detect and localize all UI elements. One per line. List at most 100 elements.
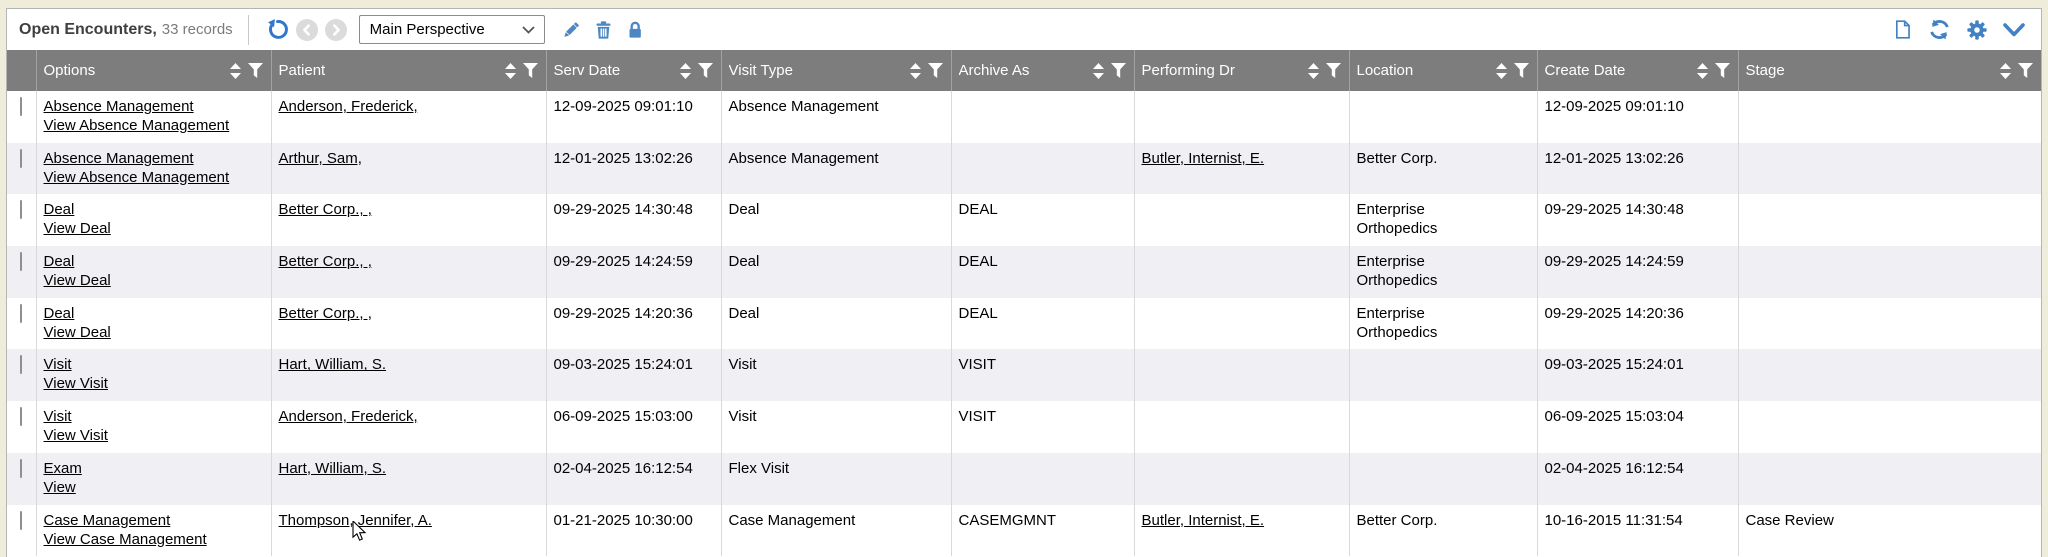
visit-type-value: Deal [728,201,760,219]
cell-options: Deal View Deal [35,246,271,298]
filter-icon[interactable] [247,63,263,78]
refresh-icon[interactable] [1928,18,1951,41]
table-row: Exam View Hart, William, S. 02-04-2025 1… [7,452,2041,505]
encounter-open-link[interactable]: Deal [43,201,75,219]
patient-link[interactable]: Thompson, Jennifer, A. [278,511,432,529]
patient-link[interactable]: Hart, William, S. [278,459,387,477]
row-checkbox[interactable] [20,97,23,116]
visit-type-value: Absence Management [728,98,879,115]
encounter-open-link[interactable]: Visit [43,356,72,374]
column-header-create-date[interactable]: Create Date [1536,50,1738,91]
column-header-visit-type[interactable]: Visit Type [720,50,951,91]
encounter-open-link[interactable]: Deal [43,253,75,271]
row-checkbox[interactable] [20,355,23,375]
cell-serv-date: 06-09-2025 15:03:00 [545,401,721,453]
encounter-view-link[interactable]: View Visit [43,427,108,445]
column-header-patient[interactable]: Patient [270,50,546,91]
column-header-location[interactable]: Location [1348,50,1537,91]
encounter-view-link[interactable]: View Visit [43,375,108,393]
encounter-open-link[interactable]: Absence Management [43,98,194,115]
cell-create-date: 06-09-2025 15:03:04 [1536,401,1738,453]
sort-icon[interactable] [1307,62,1319,79]
cell-select [7,505,36,557]
patient-link[interactable]: Better Corp., , [278,201,372,219]
patient-link[interactable]: Arthur, Sam, [278,149,362,167]
encounter-view-link[interactable]: View Absence Management [43,168,230,186]
row-checkbox[interactable] [20,252,23,272]
sort-icon[interactable] [1092,62,1104,79]
encounter-view-link[interactable]: View [43,478,76,496]
column-header-archive-as[interactable]: Archive As [950,50,1134,91]
patient-link[interactable]: Better Corp., , [278,304,372,322]
cell-archive-as: DEAL [950,297,1134,350]
encounter-view-link[interactable]: View Deal [43,220,111,238]
encounter-view-link[interactable]: View Deal [43,272,111,290]
filter-icon[interactable] [1325,63,1341,78]
encounter-open-link[interactable]: Deal [43,304,75,322]
archive-as-value: DEAL [958,304,998,322]
edit-pencil-icon[interactable] [560,19,582,41]
column-header-options[interactable]: Options [35,50,271,91]
cell-stage [1737,297,2041,350]
encounter-open-link[interactable]: Visit [43,408,72,426]
create-date-value: 12-09-2025 09:01:10 [1544,98,1684,115]
row-checkbox[interactable] [20,458,23,478]
archive-as-value: DEAL [958,253,998,271]
perspective-select[interactable]: Main Perspective [358,15,545,44]
serv-date-value: 06-09-2025 15:03:00 [553,408,693,426]
cell-performing-dr [1133,349,1349,402]
visit-type-value: Deal [728,253,760,271]
row-checkbox[interactable] [20,148,23,168]
performing-dr-link[interactable]: Butler, Internist, E. [1141,511,1265,529]
delete-trash-icon[interactable] [593,19,614,41]
patient-link[interactable]: Hart, William, S. [278,356,387,374]
cell-options: Absence Management View Absence Manageme… [35,142,271,195]
filter-icon[interactable] [697,63,713,78]
encounter-view-link[interactable]: View Case Management [43,530,207,548]
filter-icon[interactable] [927,63,943,78]
filter-icon[interactable] [1714,63,1730,78]
filter-icon[interactable] [2018,63,2033,78]
lock-icon[interactable] [625,19,645,41]
row-checkbox[interactable] [20,510,23,530]
patient-link[interactable]: Better Corp., , [278,253,372,271]
row-checkbox[interactable] [20,407,23,427]
new-document-icon[interactable] [1892,18,1913,41]
archive-as-value: DEAL [958,201,998,219]
filter-icon[interactable] [1513,63,1529,78]
patient-link[interactable]: Anderson, Frederick, [278,408,418,426]
column-header-stage[interactable]: Stage [1737,50,2041,91]
sort-icon[interactable] [909,62,921,79]
settings-gear-icon[interactable] [1966,19,1988,41]
encounter-view-link[interactable]: View Absence Management [43,117,230,134]
sort-icon[interactable] [504,62,516,79]
cell-select [7,298,36,350]
table-row: Visit View Visit Hart, William, S. 09-03… [7,349,2041,402]
performing-dr-link[interactable]: Butler, Internist, E. [1141,149,1265,167]
serv-date-value: 01-21-2025 10:30:00 [553,511,693,529]
encounter-open-link[interactable]: Absence Management [43,149,194,167]
filter-icon[interactable] [522,63,538,78]
row-checkbox[interactable] [20,200,23,220]
cell-visit-type: Deal [720,297,951,350]
next-circle-icon[interactable] [324,18,347,41]
patient-link[interactable]: Anderson, Frederick, [278,98,418,115]
column-header-performing-dr[interactable]: Performing Dr [1133,50,1349,91]
sort-icon[interactable] [2000,62,2011,79]
encounter-open-link[interactable]: Exam [43,459,82,477]
sort-icon[interactable] [229,62,241,79]
sort-icon[interactable] [679,62,691,79]
prev-circle-icon[interactable] [295,18,318,41]
filter-icon[interactable] [1110,63,1126,78]
sort-icon[interactable] [1696,62,1708,79]
chevron-down-icon [522,25,535,34]
encounter-view-link[interactable]: View Deal [43,323,111,341]
collapse-chevron-icon[interactable] [2003,22,2025,37]
row-checkbox[interactable] [20,303,23,323]
create-date-value: 09-29-2025 14:20:36 [1544,304,1684,322]
cell-options: Case Management View Case Management [35,504,271,557]
sort-icon[interactable] [1495,62,1507,79]
column-header-serv-date[interactable]: Serv Date [545,50,721,91]
undo-icon[interactable] [266,18,289,41]
encounter-open-link[interactable]: Case Management [43,511,171,529]
